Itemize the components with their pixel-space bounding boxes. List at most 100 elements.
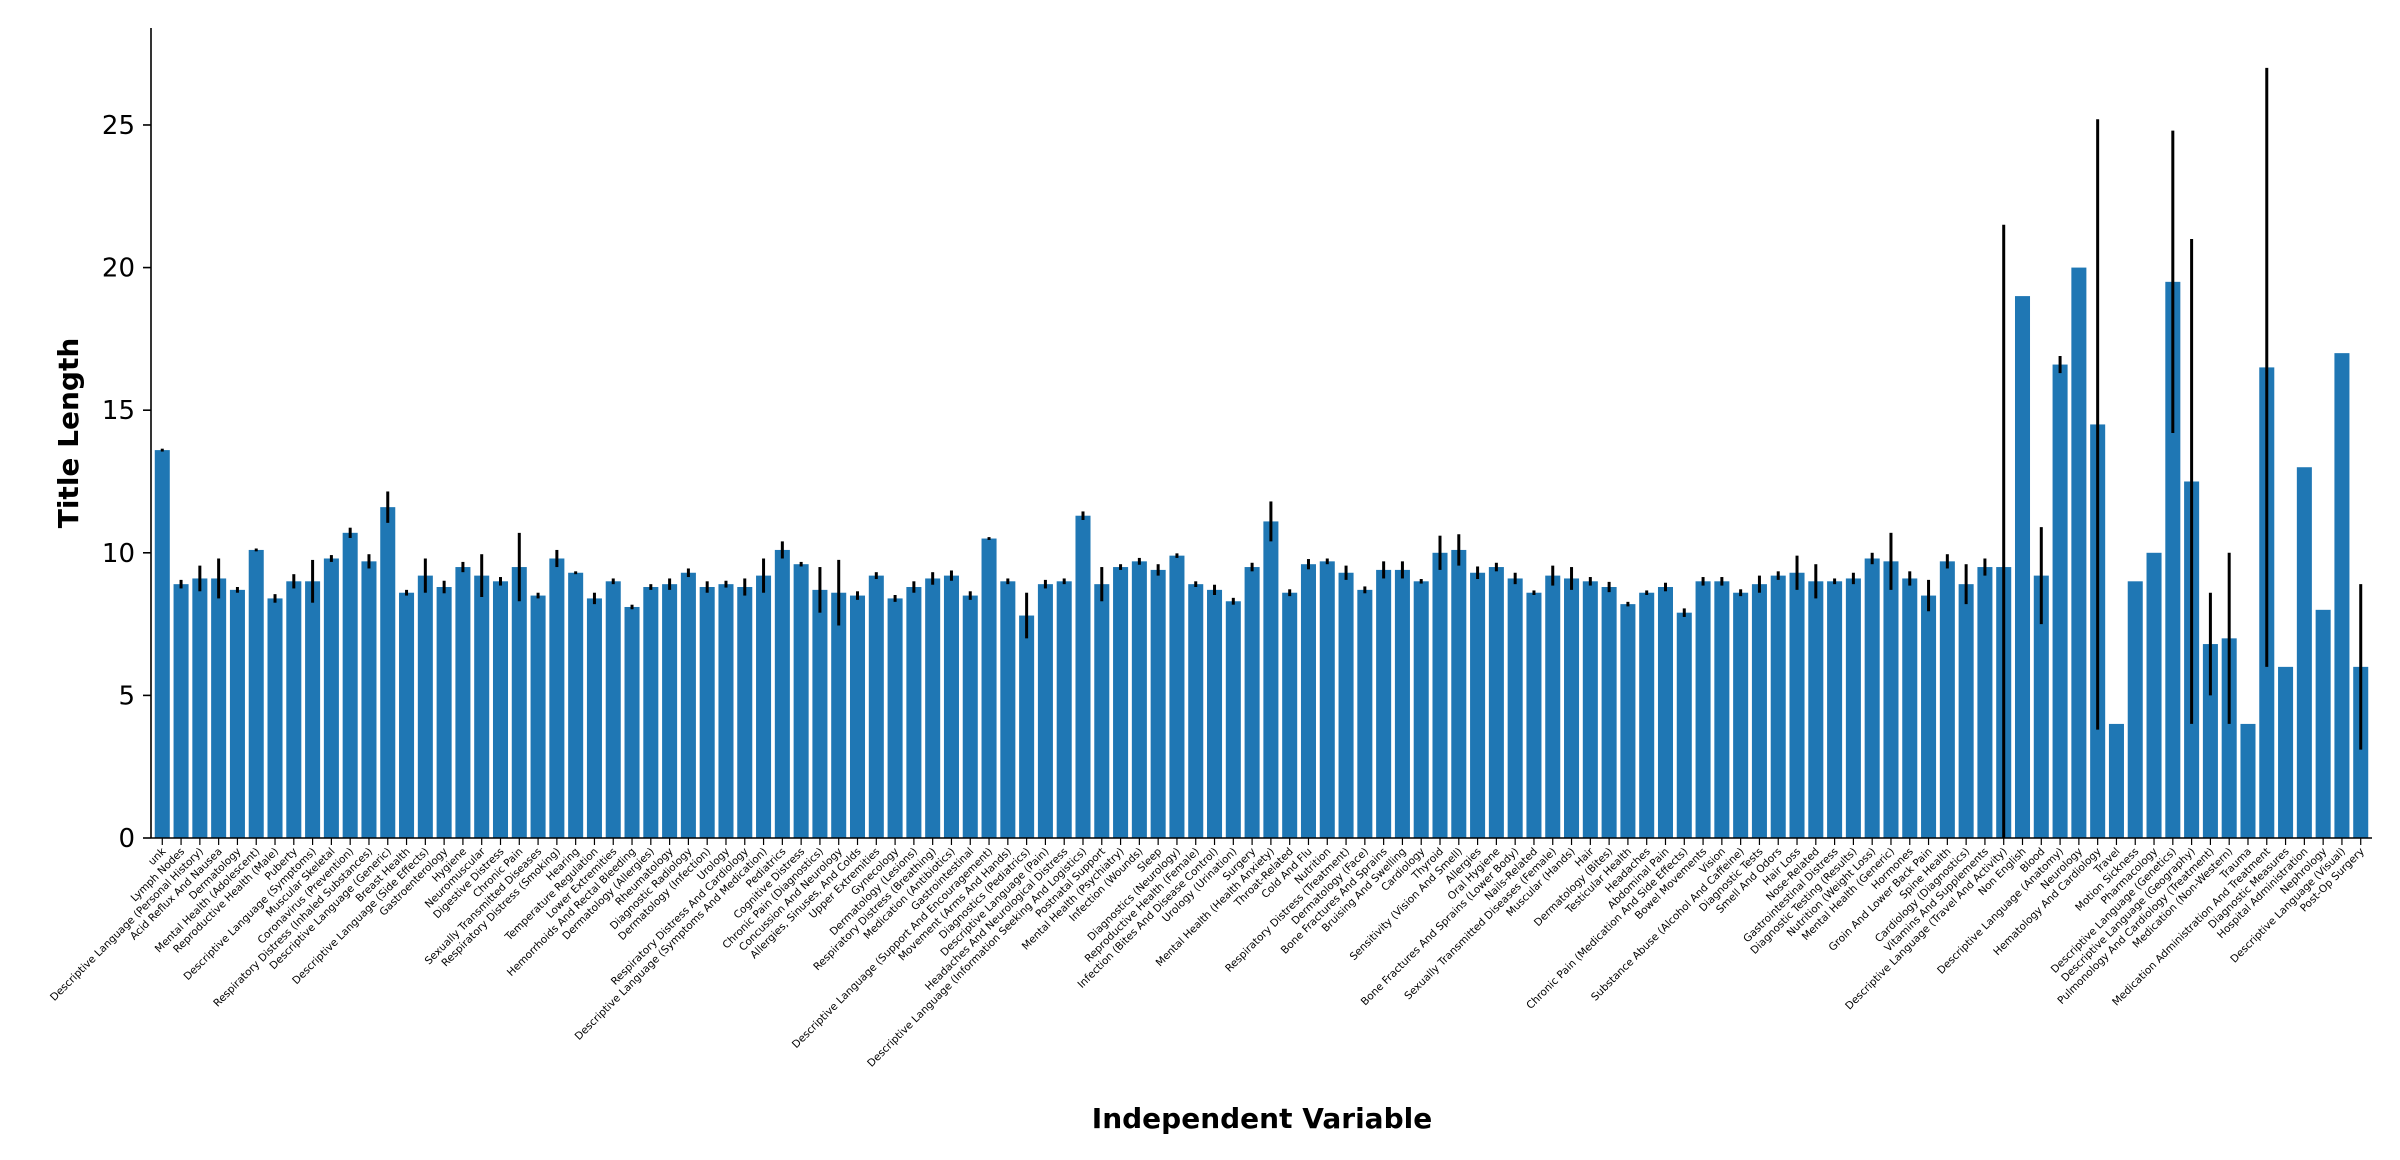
bar <box>1977 567 1993 838</box>
bar <box>1564 578 1580 838</box>
bar <box>680 572 696 838</box>
bar <box>248 549 264 838</box>
bar <box>399 592 415 838</box>
y-tick-label: 5 <box>118 681 135 711</box>
bars-layer <box>154 267 2369 839</box>
y-tick-label: 20 <box>102 254 135 284</box>
bar <box>1827 581 1843 838</box>
bar <box>1056 581 1072 838</box>
bar <box>624 606 640 838</box>
bar <box>2127 581 2143 838</box>
bar <box>2014 296 2031 839</box>
bar <box>943 575 959 838</box>
bar <box>1770 575 1786 838</box>
bar <box>492 581 509 838</box>
bar <box>1263 521 1279 838</box>
bar <box>173 584 189 838</box>
bar <box>1864 558 1880 838</box>
bar <box>906 587 922 838</box>
bar <box>2108 723 2124 838</box>
x-axis-title: Independent Variable <box>1092 1102 1432 1135</box>
bar <box>1094 584 1110 838</box>
error-bars-layer <box>160 67 2363 838</box>
bar <box>1188 584 1204 838</box>
bar <box>1338 572 1354 838</box>
bar <box>1394 569 1410 838</box>
bar <box>1545 575 1561 838</box>
y-tick-label: 10 <box>102 539 135 569</box>
bar <box>1113 567 1129 838</box>
bar <box>1921 595 1937 838</box>
bar <box>511 567 527 838</box>
y-ticks: 0 5 10 15 20 25 <box>102 111 151 854</box>
bar <box>211 578 227 838</box>
bar <box>1714 581 1730 838</box>
bar <box>342 532 358 838</box>
bar <box>2315 609 2331 838</box>
bar <box>2052 364 2068 838</box>
bar <box>586 598 602 838</box>
bar <box>643 587 659 838</box>
bar <box>1845 578 1861 838</box>
bar <box>831 592 847 838</box>
bar <box>2278 666 2294 838</box>
bar <box>662 584 678 838</box>
bar <box>1733 592 1749 838</box>
bar <box>849 595 866 838</box>
bar <box>1037 584 1053 838</box>
bar <box>1207 589 1223 838</box>
bar <box>1695 581 1711 838</box>
bar <box>361 561 377 838</box>
bar <box>1075 515 1091 838</box>
bar <box>2353 666 2369 838</box>
bar <box>267 598 283 838</box>
bar <box>154 450 170 838</box>
bar <box>1808 581 1824 838</box>
bar <box>2071 267 2087 839</box>
bar <box>1244 567 1260 838</box>
bar <box>2033 575 2049 838</box>
bar <box>1150 569 1166 838</box>
bar <box>380 507 396 838</box>
bar <box>1131 561 1147 838</box>
bar <box>1620 604 1636 838</box>
bar <box>1883 561 1899 838</box>
bar <box>2202 644 2218 838</box>
y-tick-label: 15 <box>102 396 135 426</box>
bar <box>1413 581 1429 838</box>
bar <box>1488 567 1504 838</box>
bar <box>1676 612 1692 838</box>
bar <box>1169 555 1185 838</box>
bar <box>1357 589 1373 838</box>
bar <box>1902 578 1918 838</box>
bar <box>568 572 584 838</box>
y-tick-label: 25 <box>102 111 135 141</box>
bar <box>2221 638 2237 838</box>
axes-layer <box>150 28 2372 839</box>
bar <box>1639 592 1655 838</box>
bar <box>305 581 321 838</box>
bar <box>605 581 621 838</box>
bar <box>1019 615 1035 838</box>
bar <box>2165 281 2181 839</box>
bar <box>436 587 452 838</box>
bar <box>737 587 753 838</box>
bar <box>286 581 302 838</box>
bar <box>962 595 978 838</box>
bar <box>1282 592 1298 838</box>
bar <box>1319 561 1335 838</box>
y-axis-title: Title Length <box>52 338 85 529</box>
bar <box>530 595 546 838</box>
bar <box>1958 584 1974 838</box>
bar <box>1470 572 1486 838</box>
bar <box>455 567 471 838</box>
bar <box>229 589 245 838</box>
bar <box>1582 581 1598 838</box>
bar <box>718 584 734 838</box>
y-tick-label: 0 <box>118 824 135 854</box>
bar <box>549 558 565 838</box>
bar <box>2146 552 2162 838</box>
bar <box>774 549 790 838</box>
bar <box>2334 353 2350 838</box>
